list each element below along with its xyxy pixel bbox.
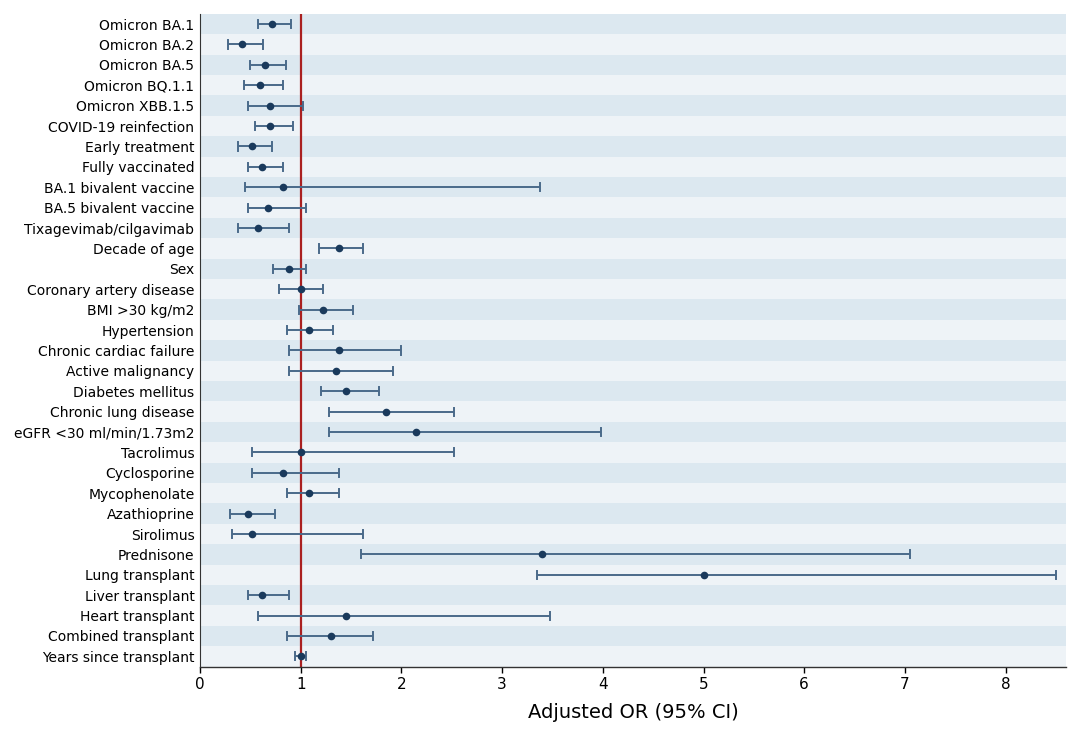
Bar: [200, 54, 1066, 75]
Bar: [200, 238, 1066, 258]
Bar: [200, 606, 1066, 626]
Bar: [200, 585, 1066, 606]
Bar: [200, 503, 1066, 524]
Bar: [200, 340, 1066, 361]
Bar: [200, 300, 1066, 320]
Bar: [200, 14, 1066, 35]
Bar: [200, 258, 1066, 279]
Bar: [200, 96, 1066, 116]
Bar: [200, 626, 1066, 646]
Bar: [200, 75, 1066, 96]
Bar: [200, 320, 1066, 340]
Bar: [200, 544, 1066, 565]
Bar: [200, 401, 1066, 422]
Bar: [200, 361, 1066, 381]
Bar: [200, 463, 1066, 483]
Bar: [200, 442, 1066, 463]
Bar: [200, 35, 1066, 54]
Bar: [200, 116, 1066, 136]
Bar: [200, 136, 1066, 157]
Bar: [200, 646, 1066, 667]
Bar: [200, 422, 1066, 442]
Bar: [200, 381, 1066, 401]
Bar: [200, 565, 1066, 585]
X-axis label: Adjusted OR (95% CI): Adjusted OR (95% CI): [528, 703, 739, 722]
Bar: [200, 177, 1066, 197]
Bar: [200, 483, 1066, 503]
Bar: [200, 279, 1066, 300]
Bar: [200, 197, 1066, 218]
Bar: [200, 524, 1066, 544]
Bar: [200, 157, 1066, 177]
Bar: [200, 218, 1066, 238]
